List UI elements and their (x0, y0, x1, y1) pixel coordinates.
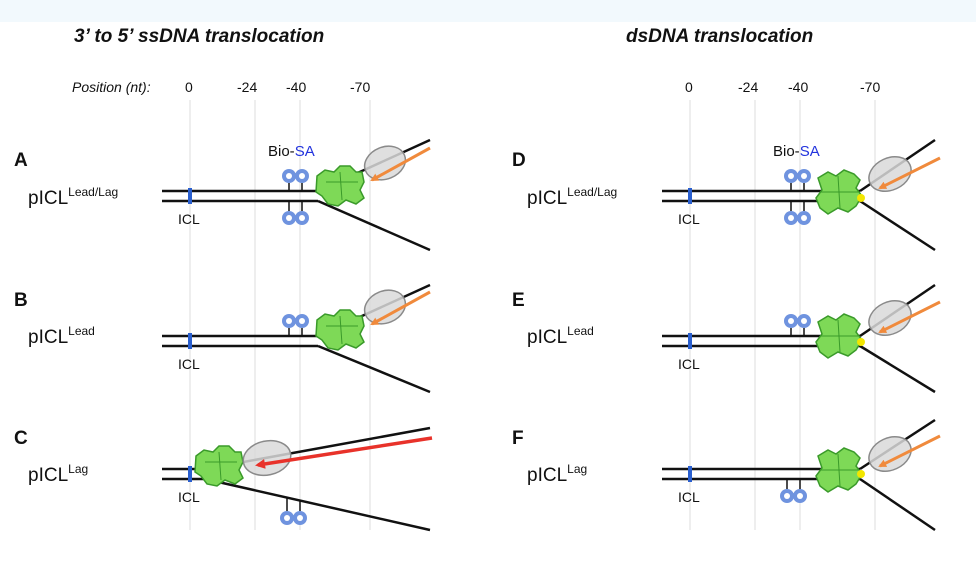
streptavidin-bottom-f (780, 479, 807, 503)
tick-label-24-right: -24 (738, 79, 758, 95)
tick-label-40-left: -40 (286, 79, 306, 95)
panel-letter-b: B (14, 290, 28, 311)
right-column-title: dsDNA translocation (626, 26, 813, 47)
translocation-arrow-a (370, 146, 431, 182)
panel-e: E pICLLead ICL (512, 283, 941, 394)
substrate-label-c: pICLLag (28, 462, 88, 486)
panel-letter-f: F (512, 428, 524, 449)
panel-letter-c: C (14, 428, 28, 449)
streptavidin-top-b (282, 314, 309, 336)
junction-marker-d (857, 194, 865, 202)
left-column-title: 3’ to 5’ ssDNA translocation (74, 26, 324, 47)
tick-label-0-left: 0 (185, 79, 193, 95)
cmg-ring-c (242, 439, 292, 477)
translocation-arrow-c (255, 436, 433, 469)
tick-label-40-right: -40 (788, 79, 808, 95)
translocation-arrow-e (878, 300, 941, 334)
panel-letter-d: D (512, 150, 526, 171)
translocation-arrow-b (370, 290, 431, 326)
tick-label-24-left: -24 (237, 79, 257, 95)
panel-letter-a: A (14, 150, 28, 171)
icl-label-a: ICL (178, 211, 200, 227)
panel-b: B pICLLead ICL (14, 283, 431, 394)
panel-letter-e: E (512, 290, 525, 311)
cmg-ring-b (363, 289, 407, 325)
helicase-c (194, 445, 244, 487)
tick-label-70-right: -70 (860, 79, 880, 95)
bio-sa-label-a: Bio-SA (268, 143, 315, 160)
icl-label-c: ICL (178, 489, 200, 505)
helicase-a (315, 165, 365, 207)
icl-label-b: ICL (178, 356, 200, 372)
translocation-arrow-d (878, 156, 941, 190)
bio-sa-label-d: Bio-SA (773, 143, 820, 160)
streptavidin-bottom-a (282, 201, 309, 225)
icl-label-f: ICL (678, 489, 700, 505)
cmg-ring-a (363, 145, 407, 181)
panel-a: A pICLLead/Lag Bio-SA ICL (14, 138, 431, 252)
panel-c: C pICLLag ICL (14, 426, 433, 532)
helicase-b (315, 309, 365, 351)
helicase-e (815, 313, 863, 359)
streptavidin-bottom-c (280, 498, 307, 525)
substrate-label-f: pICLLag (527, 462, 587, 486)
icl-label-e: ICL (678, 356, 700, 372)
streptavidin-top-a (282, 169, 309, 191)
tick-label-0-right: 0 (685, 79, 693, 95)
header-band (0, 0, 976, 22)
position-axis-label: Position (nt): (72, 79, 151, 95)
substrate-label-d: pICLLead/Lag (527, 185, 617, 209)
tick-label-70-left: -70 (350, 79, 370, 95)
streptavidin-top-d (784, 169, 811, 191)
streptavidin-top-e (784, 314, 811, 336)
left-ticks: 0 -24 -40 -70 (185, 79, 370, 95)
substrate-label-b: pICLLead (28, 324, 95, 348)
streptavidin-bottom-d (784, 201, 811, 225)
junction-marker-f (857, 470, 865, 478)
helicase-d (815, 169, 863, 215)
translocation-arrow-f (878, 434, 941, 468)
substrate-label-e: pICLLead (527, 324, 594, 348)
dna-duplex-b (162, 334, 431, 394)
icl-label-d: ICL (678, 211, 700, 227)
substrate-label-a: pICLLead/Lag (28, 185, 118, 209)
junction-marker-e (857, 338, 865, 346)
panel-d: D pICLLead/Lag Bio-SA ICL (512, 138, 941, 252)
right-ticks: 0 -24 -40 -70 (685, 79, 880, 95)
panel-f: F pICLLag ICL (512, 418, 941, 532)
helicase-f (815, 447, 863, 493)
